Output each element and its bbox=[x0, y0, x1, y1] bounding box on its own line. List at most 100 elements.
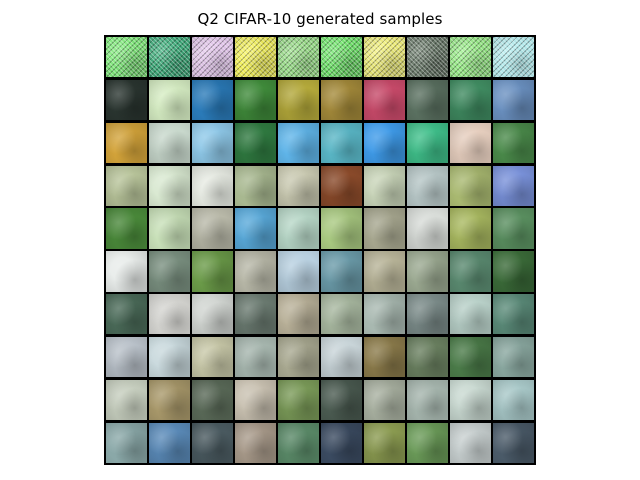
generated-sample-tile bbox=[493, 79, 534, 121]
generated-sample-tile bbox=[278, 294, 319, 335]
generated-sample-tile bbox=[192, 379, 233, 421]
generated-sample-tile bbox=[450, 379, 491, 421]
generated-sample-tile bbox=[106, 379, 147, 421]
generated-sample-tile bbox=[450, 422, 491, 463]
generated-sample-tile bbox=[192, 122, 233, 164]
generated-sample-tile bbox=[278, 122, 319, 164]
generated-sample-tile bbox=[450, 294, 491, 335]
generated-sample-tile bbox=[192, 37, 233, 78]
generated-sample-tile bbox=[192, 336, 233, 378]
generated-sample-tile bbox=[450, 37, 491, 78]
generated-sample-tile bbox=[149, 251, 190, 292]
generated-sample-tile bbox=[450, 165, 491, 206]
generated-sample-tile bbox=[450, 122, 491, 164]
generated-sample-tile bbox=[364, 165, 405, 206]
generated-sample-tile bbox=[364, 208, 405, 249]
generated-sample-tile bbox=[364, 294, 405, 335]
generated-sample-tile bbox=[106, 208, 147, 249]
generated-sample-tile bbox=[278, 379, 319, 421]
generated-sample-tile bbox=[321, 122, 362, 164]
generated-sample-tile bbox=[321, 379, 362, 421]
generated-sample-tile bbox=[235, 122, 276, 164]
generated-sample-tile bbox=[321, 251, 362, 292]
generated-sample-tile bbox=[278, 336, 319, 378]
generated-sample-tile bbox=[407, 165, 448, 206]
generated-sample-tile bbox=[493, 165, 534, 206]
generated-sample-tile bbox=[407, 294, 448, 335]
generated-sample-tile bbox=[106, 422, 147, 463]
generated-sample-tile bbox=[407, 336, 448, 378]
generated-sample-tile bbox=[149, 122, 190, 164]
figure-title: Q2 CIFAR-10 generated samples bbox=[197, 10, 443, 28]
generated-sample-tile bbox=[493, 379, 534, 421]
generated-sample-tile bbox=[149, 37, 190, 78]
generated-sample-tile bbox=[235, 165, 276, 206]
generated-sample-tile bbox=[364, 251, 405, 292]
generated-sample-tile bbox=[106, 37, 147, 78]
generated-sample-tile bbox=[450, 336, 491, 378]
generated-sample-tile bbox=[106, 122, 147, 164]
generated-sample-tile bbox=[493, 37, 534, 78]
generated-sample-tile bbox=[106, 336, 147, 378]
generated-sample-tile bbox=[278, 422, 319, 463]
generated-sample-tile bbox=[278, 37, 319, 78]
generated-sample-tile bbox=[321, 336, 362, 378]
generated-sample-tile bbox=[450, 251, 491, 292]
generated-sample-tile bbox=[149, 208, 190, 249]
generated-sample-tile bbox=[278, 79, 319, 121]
generated-sample-tile bbox=[407, 251, 448, 292]
generated-sample-tile bbox=[192, 165, 233, 206]
generated-sample-tile bbox=[192, 208, 233, 249]
generated-sample-tile bbox=[364, 37, 405, 78]
generated-sample-tile bbox=[149, 336, 190, 378]
generated-sample-tile bbox=[364, 422, 405, 463]
generated-sample-tile bbox=[278, 251, 319, 292]
generated-sample-tile bbox=[450, 208, 491, 249]
generated-sample-tile bbox=[321, 422, 362, 463]
generated-sample-tile bbox=[149, 79, 190, 121]
generated-sample-tile bbox=[493, 422, 534, 463]
generated-sample-tile bbox=[364, 122, 405, 164]
generated-sample-tile bbox=[493, 122, 534, 164]
generated-sample-tile bbox=[407, 379, 448, 421]
generated-sample-tile bbox=[235, 208, 276, 249]
generated-sample-tile bbox=[493, 251, 534, 292]
generated-sample-tile bbox=[149, 165, 190, 206]
generated-sample-tile bbox=[278, 208, 319, 249]
generated-sample-tile bbox=[321, 208, 362, 249]
generated-sample-tile bbox=[407, 79, 448, 121]
generated-sample-tile bbox=[106, 165, 147, 206]
generated-sample-tile bbox=[235, 79, 276, 121]
generated-sample-tile bbox=[149, 379, 190, 421]
generated-sample-tile bbox=[493, 294, 534, 335]
sample-image-grid bbox=[104, 35, 536, 465]
generated-sample-tile bbox=[192, 294, 233, 335]
generated-sample-tile bbox=[493, 208, 534, 249]
generated-sample-tile bbox=[192, 422, 233, 463]
generated-sample-tile bbox=[321, 165, 362, 206]
generated-sample-tile bbox=[407, 37, 448, 78]
generated-sample-tile bbox=[321, 79, 362, 121]
generated-sample-tile bbox=[321, 294, 362, 335]
generated-sample-tile bbox=[407, 208, 448, 249]
generated-sample-tile bbox=[149, 422, 190, 463]
generated-sample-tile bbox=[450, 79, 491, 121]
generated-sample-tile bbox=[106, 251, 147, 292]
generated-sample-tile bbox=[321, 37, 362, 78]
generated-sample-tile bbox=[364, 336, 405, 378]
generated-sample-tile bbox=[493, 336, 534, 378]
generated-sample-tile bbox=[235, 294, 276, 335]
generated-sample-tile bbox=[106, 294, 147, 335]
generated-sample-tile bbox=[407, 122, 448, 164]
generated-sample-tile bbox=[235, 422, 276, 463]
generated-sample-tile bbox=[364, 79, 405, 121]
generated-sample-tile bbox=[192, 79, 233, 121]
generated-sample-tile bbox=[235, 379, 276, 421]
generated-sample-tile bbox=[235, 251, 276, 292]
generated-sample-tile bbox=[235, 336, 276, 378]
generated-sample-tile bbox=[278, 165, 319, 206]
generated-sample-tile bbox=[192, 251, 233, 292]
generated-sample-tile bbox=[364, 379, 405, 421]
generated-sample-tile bbox=[106, 79, 147, 121]
generated-sample-tile bbox=[235, 37, 276, 78]
